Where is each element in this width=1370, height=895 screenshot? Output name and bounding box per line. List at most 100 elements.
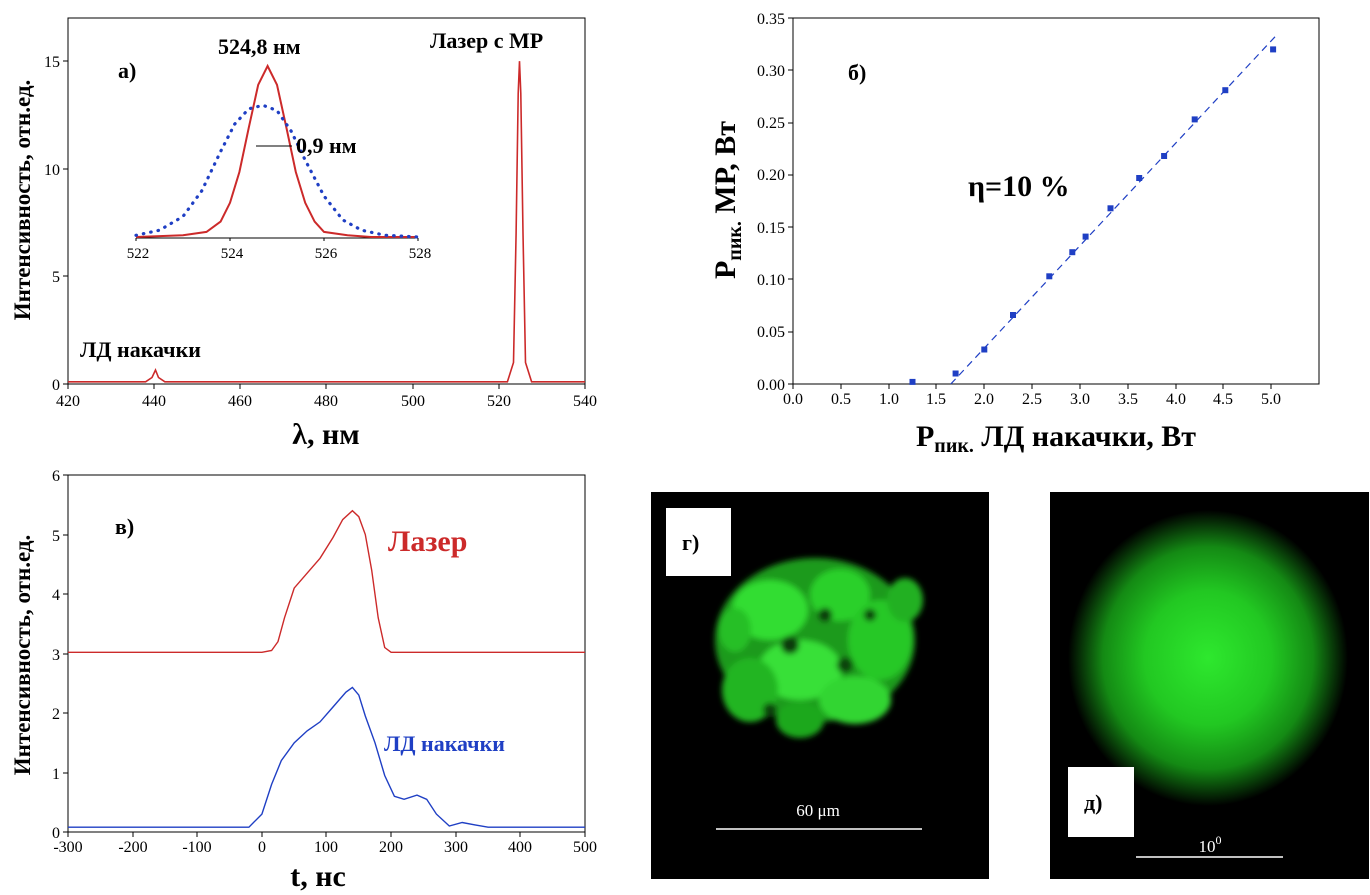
panel-b-xtick: 3.5 [1118,391,1138,408]
photo-g-scale-label: 60 μm [796,801,840,820]
inset-peak-label: 524,8 нм [218,34,301,59]
data-point [1010,312,1016,318]
panel-b-ytick: 0.15 [757,220,785,237]
panel-c-xtick: -200 [118,839,147,856]
panel-a-laser-annotation: Лазер с МР [430,28,543,53]
panel-b-y-axis-label: Pпик. МР, Вт [709,121,746,279]
panel-a-label: а) [118,58,136,83]
photo-d-scale-label: 100 [1199,833,1222,856]
panel-c-laser-series-label: Лазер [388,525,467,558]
speckle-pattern-image [715,558,923,738]
panel-b-ytick: 0.05 [757,324,785,341]
panel-c-ytick: 3 [52,647,60,664]
panel-c-xtick: -100 [182,839,211,856]
inset-xtick: 526 [315,246,338,262]
data-point [1082,233,1089,240]
panel-a-xtick: 460 [228,393,252,410]
panel-a-xtick: 500 [401,393,425,410]
panel-b-ytick: 0.25 [757,115,785,132]
panel-b-tick-marks [788,17,1272,389]
panel-b-ytick: 0.00 [757,377,785,394]
panel-b-xtick: 0.5 [831,391,851,408]
panel-a-frame [67,17,586,385]
photo-d-label-box [1068,767,1134,837]
panel-c-ytick: 4 [52,587,60,604]
inset-laser-line [135,63,418,238]
inset-pump-line [134,103,420,239]
panel-b-xtick: 1.0 [879,391,899,408]
data-point [1069,249,1076,256]
photo-d-far-field: д) 100 [1050,492,1369,879]
panel-c-frame [67,474,586,833]
panel-c-y-axis-label: Интенсивность, отн.ед. [10,535,35,776]
panel-b-xtick: 5.0 [1261,391,1281,408]
panel-b-fit-line [950,35,1277,385]
panel-c-xtick: 300 [444,839,468,856]
panel-a-ytick: 10 [44,162,60,179]
panel-c-xtick: 200 [379,839,403,856]
inset-xtick: 522 [127,246,150,262]
inset-xtick: 528 [409,246,432,262]
panel-a-spectrum: 420 440 460 480 500 520 540 0 5 10 15 λ,… [10,17,597,451]
panel-c-pulses: -300 -200 -100 0 100 200 300 400 500 0 1… [10,468,597,893]
data-point [952,370,959,377]
photo-g-label: г) [682,530,699,555]
data-point [1046,273,1053,280]
panel-b-x-axis-label-sub: пик. [934,435,974,457]
panel-c-ytick: 0 [52,825,60,842]
panel-b-frame [792,17,1320,385]
panel-b-efficiency-annotation: η=10 % [968,170,1070,203]
panel-b-xtick: 0.0 [783,391,803,408]
data-point [1107,205,1114,212]
panel-b-y-axis-label-sub: пик. [724,221,746,261]
panel-b-xtick: 4.5 [1213,391,1233,408]
panel-a-tick-marks [63,60,586,389]
panel-c-ytick: 2 [52,706,60,723]
panel-b-ytick: 0.35 [757,11,785,28]
panel-c-xtick: 100 [314,839,338,856]
panel-b-x-ticks: 0.0 0.5 1.0 1.5 2.0 2.5 3.0 3.5 4.0 4.5 … [783,391,1281,408]
panel-b-xtick: 1.5 [926,391,946,408]
data-point [1222,87,1229,94]
panel-c-tick-marks [63,474,586,837]
panel-b-data-points [909,46,1277,385]
panel-a-xtick: 420 [56,393,80,410]
panel-c-ytick: 6 [52,468,60,485]
inset-width-label: 0,9 нм [296,133,357,158]
photo-d-scale-value: 10 [1199,837,1216,856]
data-point [1136,175,1143,181]
panel-b-xtick: 2.5 [1022,391,1042,408]
panel-c-xtick: 0 [258,839,266,856]
far-field-spot-image [1068,510,1348,806]
panel-b-xtick: 2.0 [974,391,994,408]
data-point [1270,46,1277,53]
panel-b-x-axis-label-main: P [916,420,934,453]
data-point [981,346,988,353]
panel-c-x-ticks: -300 -200 -100 0 100 200 300 400 500 [53,839,597,856]
photo-g-label-box [666,508,731,576]
panel-b-y-axis-label-rest: МР, Вт [709,121,742,221]
panel-b-label: б) [848,60,866,85]
panel-c-laser-pulse-line [68,509,585,653]
panel-a-spectrum-line [68,61,585,383]
panel-c-pump-pulse-line [68,686,585,828]
panel-c-ytick: 1 [52,766,60,783]
panel-b-y-ticks: 0.00 0.05 0.10 0.15 0.20 0.25 0.30 0.35 [757,11,785,394]
panel-b-xtick: 4.0 [1166,391,1186,408]
data-point [1161,153,1168,159]
panel-a-ytick: 0 [52,377,60,394]
panel-a-x-axis-label: λ, нм [292,418,359,451]
panel-b-efficiency: 0.0 0.5 1.0 1.5 2.0 2.5 3.0 3.5 4.0 4.5 … [709,11,1320,457]
panel-c-xtick: -300 [53,839,82,856]
panel-a-xtick: 540 [573,393,597,410]
panel-c-x-axis-label: t, нс [290,860,346,893]
panel-b-y-axis-label-main: P [709,261,742,279]
inset-xtick: 524 [221,246,244,262]
panel-b-ytick: 0.30 [757,63,785,80]
photo-d-label: д) [1084,790,1102,815]
panel-c-xtick: 500 [573,839,597,856]
panel-c-pump-series-label: ЛД накачки [384,731,505,756]
panel-b-ytick: 0.20 [757,167,785,184]
panel-b-ytick: 0.10 [757,272,785,289]
